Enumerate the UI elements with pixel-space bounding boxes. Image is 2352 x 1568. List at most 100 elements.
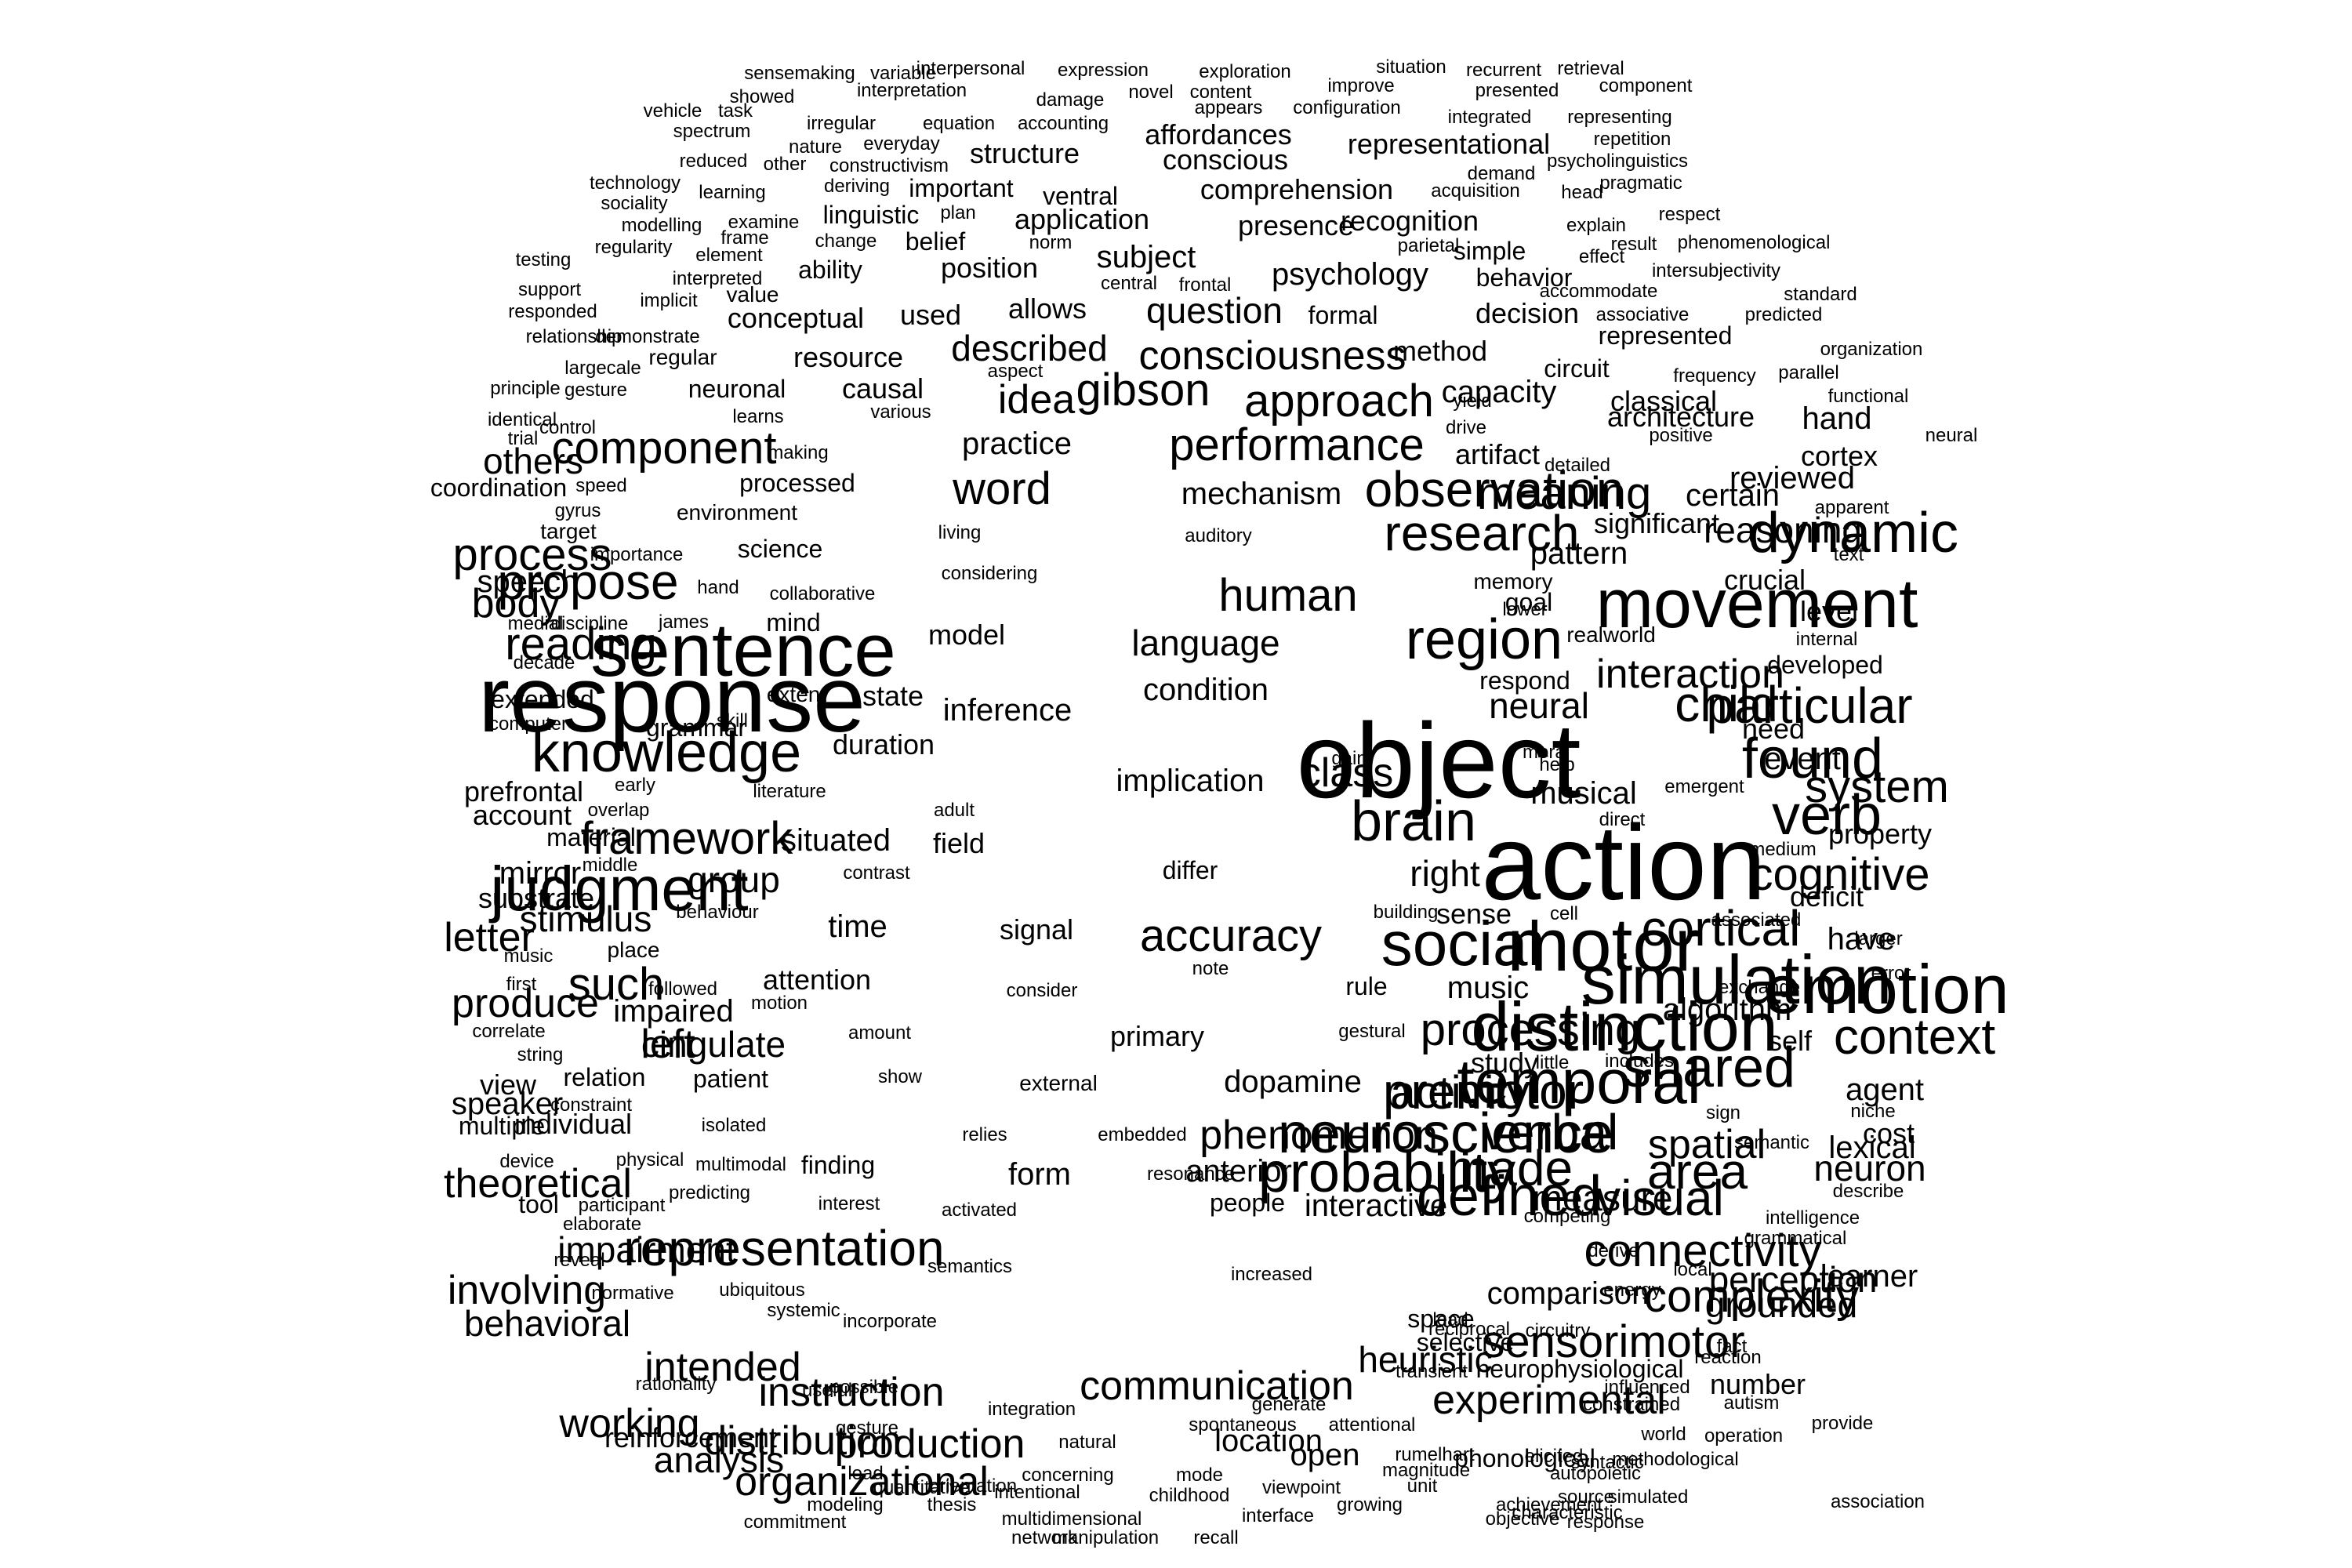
word-activated: activated	[941, 1200, 1018, 1221]
word-crucial: crucial	[1723, 564, 1806, 596]
word-conscious: conscious	[1162, 143, 1289, 176]
word-growing: growing	[1336, 1494, 1403, 1515]
word-grounded: grounded	[1704, 1284, 1858, 1325]
word-early: early	[614, 775, 656, 796]
word-modelling: modelling	[621, 215, 702, 236]
word-intended: intended	[644, 1345, 801, 1390]
word-cognitive: cognitive	[1750, 849, 1930, 900]
word-process: process	[452, 529, 612, 580]
word-parietal: parietal	[1397, 235, 1460, 256]
word-meaning: meaning	[1476, 468, 1652, 519]
word-lead: lead	[1432, 1309, 1468, 1330]
word-artifact: artifact	[1454, 438, 1541, 470]
word-consciousness: consciousness	[1138, 333, 1406, 379]
word-location: location	[1214, 1424, 1323, 1458]
word-damage: damage	[1036, 89, 1105, 111]
word-deficit: deficit	[1789, 880, 1864, 913]
word-temporal: temporal	[1457, 1047, 1701, 1116]
word-observation: observation	[1364, 461, 1624, 517]
word-normative: normative	[591, 1283, 674, 1304]
word-music: music	[1446, 971, 1530, 1005]
word-organizational: organizational	[735, 1459, 989, 1504]
word-childhood: childhood	[1149, 1485, 1230, 1506]
word-predicting: predicting	[668, 1182, 751, 1203]
word-probability: probability	[1258, 1142, 1516, 1204]
word-group: group	[688, 859, 780, 900]
word-discipline: discipline	[550, 613, 629, 634]
word-neurophysiological: neurophysiological	[1475, 1355, 1684, 1383]
word-generate: generate	[1251, 1394, 1327, 1415]
word-spontaneous: spontaneous	[1189, 1414, 1297, 1436]
word-differ: differ	[1162, 856, 1218, 884]
word-neuron: neuron	[1813, 1148, 1926, 1189]
word-decision: decision	[1475, 297, 1580, 329]
word-conceptual: conceptual	[727, 302, 865, 334]
word-medial: medial	[507, 613, 564, 634]
word-right: right	[1410, 853, 1480, 894]
word-concerning: concerning	[1022, 1465, 1114, 1486]
word-fact: fact	[1716, 1336, 1748, 1357]
word-appears: appears	[1194, 97, 1263, 118]
word-note: note	[1192, 958, 1229, 979]
word-showed: showed	[729, 86, 795, 107]
word-action: action	[1481, 803, 1766, 922]
word-little: little	[1535, 1052, 1570, 1073]
word-characteristic: characteristic	[1512, 1502, 1623, 1523]
word-niche: niche	[1850, 1101, 1896, 1122]
word-standard: standard	[1784, 284, 1857, 305]
word-transient: transient	[1395, 1361, 1468, 1382]
word-reinforcement: reinforcement	[604, 1421, 778, 1454]
word-multiple: multiple	[458, 1112, 546, 1140]
word-context: context	[1833, 1008, 1996, 1065]
word-irregular: irregular	[806, 113, 877, 134]
word-decade: decade	[513, 652, 575, 673]
word-approach: approach	[1244, 376, 1434, 426]
word-judgment: judgment	[490, 854, 749, 924]
word-cost: cost	[1862, 1117, 1915, 1149]
word-hand: hand	[697, 577, 739, 598]
word-multimodal: multimodal	[695, 1154, 787, 1175]
word-interface: interface	[1241, 1505, 1315, 1526]
word-thesis: thesis	[927, 1494, 977, 1515]
word-effect: effect	[1578, 246, 1625, 267]
word-target: target	[540, 519, 597, 543]
word-influenced: influenced	[1604, 1377, 1690, 1398]
word-phenomenological: phenomenological	[1677, 232, 1831, 253]
word-hand: hand	[1802, 401, 1872, 436]
word-simulation: simulation	[1581, 941, 1893, 1018]
word-impairment: impairment	[557, 1229, 736, 1270]
word-people: people	[1209, 1189, 1286, 1217]
word-time: time	[828, 909, 887, 944]
word-error: error	[1871, 963, 1911, 984]
word-plan: plan	[940, 202, 976, 223]
word-prefrontal: prefrontal	[463, 775, 584, 808]
word-comparison: comparison	[1486, 1276, 1650, 1311]
word-novel: novel	[1128, 82, 1174, 103]
word-resonance: resonance	[1146, 1163, 1236, 1185]
word-consider: consider	[1006, 980, 1078, 1001]
word-frontal: frontal	[1178, 274, 1232, 296]
word-adult: adult	[933, 800, 975, 821]
word-functional: functional	[1828, 386, 1909, 407]
word-made: made	[1446, 1140, 1573, 1196]
word-heuristic: heuristic	[1358, 1339, 1493, 1380]
word-quantitative: quantitative	[873, 1477, 970, 1498]
word-neural: neural	[1489, 685, 1589, 726]
word-importance: importance	[590, 544, 684, 565]
word-goal: goal	[1504, 588, 1553, 616]
word-network: network	[1011, 1527, 1078, 1548]
word-first: first	[506, 974, 537, 995]
word-left: left	[641, 1022, 695, 1067]
word-agent: agent	[1845, 1073, 1925, 1107]
word-movement: movement	[1595, 564, 1918, 642]
word-demand: demand	[1467, 163, 1536, 184]
word-element: element	[695, 245, 763, 266]
word-coordination: coordination	[430, 474, 568, 502]
word-neuroscience: neuroscience	[1277, 1102, 1614, 1165]
word-affordances: affordances	[1145, 118, 1292, 151]
word-theoretical: theoretical	[444, 1161, 632, 1207]
word-direct: direct	[1599, 809, 1646, 830]
word-cell: cell	[1549, 903, 1579, 924]
word-level: level	[1799, 595, 1859, 627]
word-larger: larger	[1854, 928, 1903, 949]
